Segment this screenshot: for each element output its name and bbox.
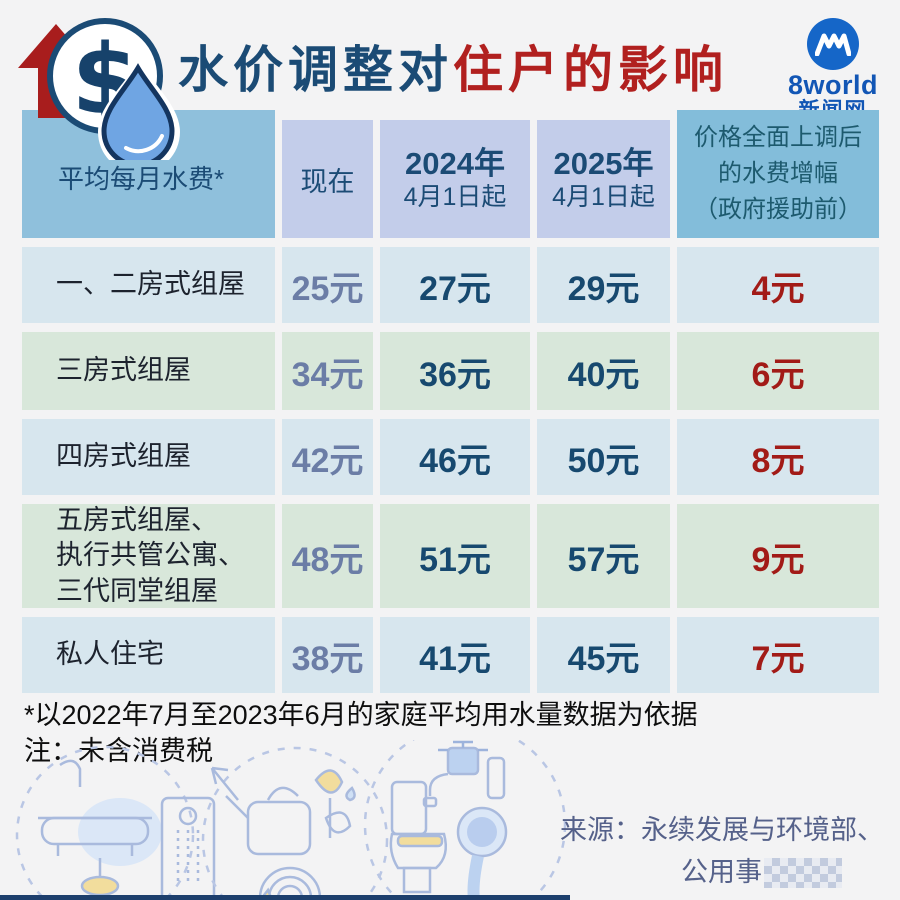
value-now: 34元 (282, 332, 373, 410)
toilet-tap-illustration (363, 740, 567, 900)
value-2024: 51元 (380, 504, 530, 608)
water-price-table: 平均每月水费* 现在 2024年 4月1日起 2025年 4月1日起 价格全面上… (22, 110, 880, 693)
logo-brand-text: 8world (787, 70, 878, 100)
title-navy-part: 水价调整对 (178, 42, 453, 98)
footnote-usage-basis: *以2022年7月至2023年6月的家庭平均用水量数据为依据 (24, 700, 698, 730)
redacted-mosaic (764, 857, 842, 888)
source-credit: 来源：永续发展与环境部、 公用事 (554, 810, 884, 894)
page-title: 水价调整对 住户的影响 (178, 26, 790, 106)
value-2024: 46元 (380, 419, 530, 495)
value-now: 48元 (282, 504, 373, 608)
value-increase: 7元 (677, 617, 879, 693)
value-increase: 8元 (677, 419, 879, 495)
value-2024: 36元 (380, 332, 530, 410)
drop-highlight (124, 134, 164, 154)
col-header-2024-date: 4月1日起 (403, 182, 507, 211)
col-header-2025-year: 2025年 (553, 146, 654, 182)
logo-8world: 8world 新闻网 (778, 18, 888, 123)
mediacorp-m-icon (807, 18, 859, 70)
water-price-up-icon: $ (18, 18, 180, 160)
value-2024: 41元 (380, 617, 530, 693)
col-header-2024-year: 2024年 (405, 146, 505, 182)
row-label: 四房式组屋 (22, 419, 275, 495)
bathroom-illustration (15, 745, 216, 900)
value-increase: 9元 (677, 504, 879, 608)
footnotes: *以2022年7月至2023年6月的家庭平均用水量数据为依据 注：未含消费税 (24, 698, 698, 770)
value-now: 38元 (282, 617, 373, 693)
water-usage-illustrations (15, 740, 567, 900)
source-line1: 来源：永续发展与环境部、 (560, 815, 884, 845)
row-label: 一、二房式组屋 (22, 247, 275, 323)
col-header-now-label: 现在 (300, 166, 355, 197)
garden-illustration (201, 746, 389, 900)
value-2025: 57元 (537, 504, 670, 608)
value-now: 42元 (282, 419, 373, 495)
value-increase: 4元 (677, 247, 879, 323)
title-red-part: 住户的影响 (453, 42, 728, 98)
water-drop-icon (101, 63, 175, 160)
value-2025: 45元 (537, 617, 670, 693)
bottom-accent-bar (0, 895, 570, 900)
col-header-now: 现在 (282, 120, 373, 238)
source-line2-text: 公用事 (681, 856, 762, 887)
col-header-category-label: 平均每月水费* (58, 164, 225, 194)
source-line2: 公用事 (554, 852, 884, 894)
row-label: 五房式组屋、 执行共管公寓、 三代同堂组屋 (22, 504, 275, 608)
value-now: 25元 (282, 247, 373, 323)
row-label: 私人住宅 (22, 617, 275, 693)
col-header-2024: 2024年 4月1日起 (380, 120, 530, 238)
value-increase: 6元 (677, 332, 879, 410)
col-header-2025: 2025年 4月1日起 (537, 120, 670, 238)
row-label: 三房式组屋 (22, 332, 275, 410)
value-2025: 29元 (537, 247, 670, 323)
value-2025: 50元 (537, 419, 670, 495)
value-2025: 40元 (537, 332, 670, 410)
col-header-increase: 价格全面上调后 的水费增幅 （政府援助前） (677, 110, 879, 238)
col-header-2025-date: 4月1日起 (552, 182, 655, 211)
value-2024: 27元 (380, 247, 530, 323)
footnote-gst: 注：未含消费税 (24, 735, 213, 766)
